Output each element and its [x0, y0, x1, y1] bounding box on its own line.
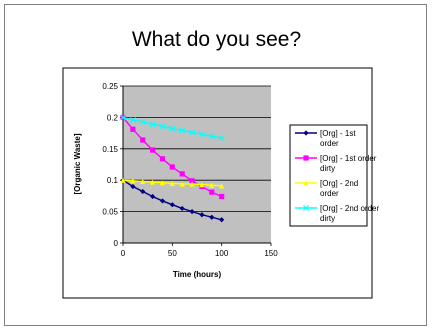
data-point: [199, 181, 205, 188]
data-point: [208, 133, 215, 140]
data-point: [189, 181, 195, 187]
data-point: [169, 180, 175, 186]
x-tick-label: 100: [215, 249, 229, 258]
grid: [123, 85, 271, 213]
legend-entries: [Org] - 1st order [Org] - 1st order dirty [O…: [295, 129, 379, 223]
data-point: [189, 209, 195, 215]
data-point: [140, 137, 146, 143]
data-point: [219, 217, 225, 223]
data-point: [139, 118, 146, 125]
data-point: [120, 177, 126, 183]
legend-marker: [303, 155, 309, 161]
y-tick-label: 0.2: [107, 113, 119, 122]
data-point: [219, 193, 225, 200]
data-point: [150, 179, 156, 185]
legend-label: [Org] - 1st order dirty: [320, 154, 377, 173]
data-point: [130, 183, 136, 190]
plot-area: [123, 86, 271, 243]
data-point: [209, 189, 215, 195]
legend-label: [Org] - 2nd order: [320, 179, 358, 198]
data-point: [159, 180, 166, 186]
data-point: [179, 205, 185, 212]
slide-title: What do you see?: [131, 28, 302, 51]
data-point: [159, 123, 166, 130]
legend-marker: [303, 130, 309, 136]
legend-label: [Org] - 1st order: [320, 129, 356, 148]
data-point: [219, 183, 225, 189]
data-point: [130, 178, 136, 184]
data-point: [189, 129, 196, 136]
legend-label: [Org] - 2nd order dirty: [320, 204, 379, 223]
y-tick-label: 0: [114, 239, 119, 248]
y-tick-label: 0.05: [102, 208, 118, 217]
data-point: [129, 116, 136, 123]
data-point: [179, 171, 185, 177]
data-point: [140, 178, 146, 185]
data-point: [150, 147, 156, 153]
x-axis-label: Time (hours): [173, 270, 222, 279]
data-point: [130, 126, 136, 132]
data-point: [179, 127, 186, 134]
legend: [289, 124, 368, 227]
data-point: [140, 188, 146, 195]
x-tick-label: 150: [264, 249, 278, 258]
data-point: [169, 202, 175, 208]
data-point: [159, 198, 166, 204]
x-tick-label: 0: [121, 249, 126, 258]
data-point: [120, 114, 126, 121]
y-tick-label: 0.25: [102, 82, 118, 91]
data-point: [209, 214, 215, 220]
data-point: [159, 156, 166, 162]
data-point: [218, 135, 225, 142]
series-layer: [120, 114, 225, 223]
legend-marker: [303, 180, 309, 186]
y-tick-label: 0.1: [107, 176, 119, 185]
axes: 0 0.05 0.1 0.15 0.2 0.25 0 50 100 150: [102, 82, 278, 258]
data-point: [150, 193, 156, 200]
data-point: [198, 131, 205, 138]
data-point: [179, 181, 185, 187]
x-tick-label: 50: [168, 249, 177, 258]
y-axis-label: [Organic Waste]: [73, 133, 82, 194]
data-point: [149, 121, 156, 128]
data-point: [189, 178, 195, 184]
legend-marker: [303, 205, 309, 211]
data-point: [199, 212, 205, 218]
data-point: [169, 125, 176, 132]
data-point: [169, 164, 175, 170]
data-point: [209, 182, 215, 188]
y-tick-label: 0.15: [102, 145, 118, 154]
